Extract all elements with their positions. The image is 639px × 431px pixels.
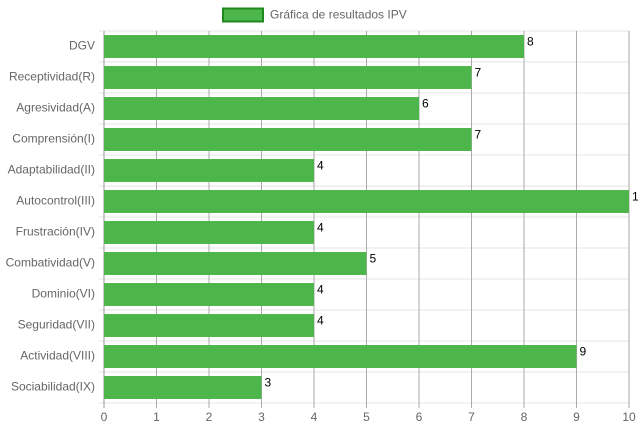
data-label: 5 xyxy=(370,252,377,266)
bar xyxy=(104,376,262,399)
x-tick-label: 8 xyxy=(521,410,528,424)
bar xyxy=(104,314,314,337)
data-label: 7 xyxy=(475,128,482,142)
x-tick-label: 1 xyxy=(153,410,160,424)
data-label: 4 xyxy=(317,314,324,328)
y-tick-label: Seguridad(VII) xyxy=(18,318,95,332)
y-tick-label: Sociabilidad(IX) xyxy=(11,380,95,394)
y-tick-label: Dominio(VI) xyxy=(32,287,95,301)
data-label: 8 xyxy=(527,35,534,49)
data-label: 7 xyxy=(475,66,482,80)
y-tick-label: DGV xyxy=(69,39,95,53)
data-label: 9 xyxy=(580,345,587,359)
y-tick-label: Combatividad(V) xyxy=(6,256,95,270)
bar xyxy=(104,66,472,89)
y-tick-label: Adaptabilidad(II) xyxy=(8,163,95,177)
bar xyxy=(104,221,314,244)
x-tick-label: 0 xyxy=(101,410,108,424)
y-tick-label: Receptividad(R) xyxy=(9,70,95,84)
legend-swatch xyxy=(222,7,264,23)
data-label: 4 xyxy=(317,221,324,235)
bar xyxy=(104,159,314,182)
x-tick-label: 7 xyxy=(468,410,475,424)
y-tick-label: Autocontrol(III) xyxy=(16,194,95,208)
y-tick-label: Comprensión(I) xyxy=(12,132,95,146)
bar xyxy=(104,190,629,213)
bar xyxy=(104,345,577,368)
data-label: 10 xyxy=(632,190,639,204)
y-tick-label: Frustración(IV) xyxy=(16,225,95,239)
y-tick-label: Agresividad(A) xyxy=(16,101,95,115)
data-label: 3 xyxy=(265,376,272,390)
data-label: 4 xyxy=(317,283,324,297)
x-tick-label: 10 xyxy=(622,410,636,424)
bar xyxy=(104,128,472,151)
data-label: 6 xyxy=(422,97,429,111)
legend-label: Gráfica de resultados IPV xyxy=(270,8,407,22)
x-tick-label: 5 xyxy=(363,410,370,424)
x-tick-label: 2 xyxy=(206,410,213,424)
y-tick-label: Actividad(VIII) xyxy=(20,349,95,363)
bar xyxy=(104,97,419,120)
bar xyxy=(104,252,367,275)
data-label: 4 xyxy=(317,159,324,173)
x-tick-label: 4 xyxy=(311,410,318,424)
x-tick-label: 6 xyxy=(416,410,423,424)
x-tick-label: 3 xyxy=(258,410,265,424)
bar xyxy=(104,35,524,58)
bar xyxy=(104,283,314,306)
x-tick-label: 9 xyxy=(573,410,580,424)
